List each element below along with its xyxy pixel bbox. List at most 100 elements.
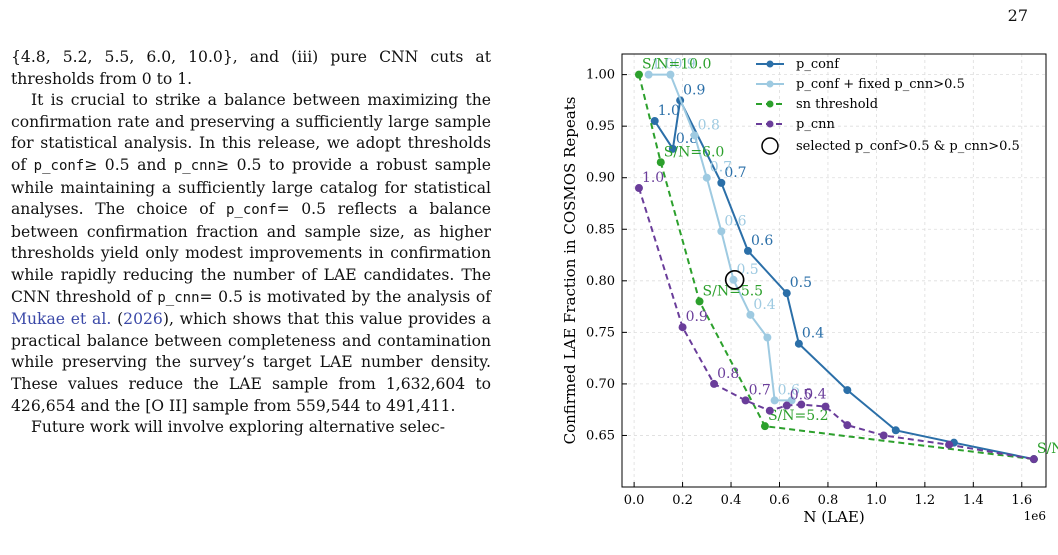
data-point (945, 440, 954, 449)
data-label: 0.6 (751, 233, 773, 249)
legend-label: p_conf + fixed p_cnn>0.5 (796, 77, 965, 92)
data-label: S/N=5.2 (768, 408, 829, 424)
data-point (666, 70, 675, 79)
citation-link[interactable]: Mukae et al. (11, 310, 112, 329)
data-point (797, 400, 806, 409)
data-point (668, 144, 677, 153)
code-token: p_conf (225, 202, 277, 219)
text-run: ), which shows that this value provides … (11, 310, 491, 415)
data-point (821, 402, 830, 411)
data-label: 0.5 (736, 262, 758, 278)
x-tick-label: 1.2 (915, 493, 936, 508)
code-token: p_conf (33, 157, 85, 174)
data-label: 0.6 (778, 382, 800, 398)
data-label: 0.7 (749, 382, 771, 398)
data-point (879, 431, 888, 440)
data-point (717, 227, 726, 236)
legend-label: sn threshold (796, 97, 878, 112)
data-point (634, 184, 643, 193)
data-point (729, 275, 738, 284)
paragraph: {4.8, 5.2, 5.5, 6.0, 10.0}, and (iii) pu… (11, 47, 491, 90)
legend-label: selected p_conf>0.5 & p_cnn>0.5 (796, 139, 1020, 154)
data-label: 0.6 (724, 213, 746, 229)
y-axis-label: Confirmed LAE Fraction in COSMOS Repeats (561, 97, 579, 445)
text-run: = 0.5 is motivated by the analysis of (199, 287, 491, 306)
data-point (787, 396, 796, 405)
data-point (656, 158, 665, 167)
data-label: 0.8 (717, 366, 739, 382)
data-point (782, 289, 791, 298)
data-point (702, 173, 711, 182)
y-tick-label: 0.70 (586, 377, 615, 392)
legend-label: p_conf (796, 57, 840, 72)
data-point (765, 406, 774, 415)
data-point (678, 323, 687, 332)
text-run: ≥ 0.5 to provide a robust sample while m… (11, 155, 492, 219)
data-point (1029, 455, 1038, 464)
data-point (843, 386, 852, 395)
data-label: 0.4 (802, 326, 824, 342)
data-point (891, 426, 900, 435)
y-tick-label: 0.85 (586, 222, 615, 237)
x-tick-label: 0.8 (818, 493, 839, 508)
y-tick-label: 0.95 (586, 119, 615, 134)
legend-label: p_cnn (796, 117, 835, 132)
text-run: {4.8, 5.2, 5.5, 6.0, 10.0}, and (iii) pu… (11, 48, 491, 88)
data-point (644, 70, 653, 79)
data-label: 1.0 (642, 170, 664, 186)
code-token: p_cnn (173, 157, 217, 174)
data-label: 0.5 (790, 388, 812, 404)
data-point (770, 396, 779, 405)
data-label: S/N=4.8 (1037, 441, 1058, 457)
x-tick-label: 0.2 (672, 493, 693, 508)
confirmation-fraction-figure: 0.0 0.2 0.4 0.6 0.8 1.0 1.2 1.4 1.6 0.65 0.70 0.75 0… (550, 34, 1058, 551)
x-tick-label: 1.6 (1011, 493, 1032, 508)
data-label: 0.5 (790, 275, 812, 291)
data-label: 0.8 (698, 117, 720, 133)
plot-frame (621, 53, 1047, 488)
data-point (746, 310, 755, 319)
data-label: 0.9 (686, 309, 708, 325)
data-point (634, 70, 643, 79)
data-point (782, 401, 791, 410)
text-run: = 0.5 reflects a balance between confirm… (11, 200, 491, 306)
data-label: 0.7 (710, 160, 732, 176)
citation-link[interactable]: 2026 (123, 310, 163, 329)
paragraph: Future work will involve exploring alter… (11, 417, 491, 439)
data-label: 0.9 (683, 82, 705, 98)
body-text-column: {4.8, 5.2, 5.5, 6.0, 10.0}, and (iii) pu… (11, 47, 491, 439)
data-label: S/N=5.5 (703, 283, 764, 299)
text-run: It is crucial to strike a balance betwee… (11, 91, 491, 174)
line-chart: 0.0 0.2 0.4 0.6 0.8 1.0 1.2 1.4 1.60.650.700.750… (561, 53, 1058, 526)
data-label: 0.7 (724, 165, 746, 181)
series-line (648, 73, 792, 402)
data-label: 1.0 (652, 57, 674, 73)
x-tick-label: 0.0 (624, 493, 645, 508)
legend-marker (766, 80, 774, 88)
data-point (760, 422, 769, 431)
text-run: ≥ 0.5 and (84, 155, 174, 174)
legend-marker (766, 60, 774, 68)
data-point (843, 421, 852, 430)
y-tick-label: 1.00 (586, 68, 615, 83)
paragraph: It is crucial to strike a balance betwee… (11, 90, 491, 417)
data-point (717, 178, 726, 187)
data-point (710, 379, 719, 388)
selected-marker (724, 269, 745, 290)
data-point (741, 396, 750, 405)
data-point (695, 297, 704, 306)
data-label: 0.9 (673, 57, 695, 73)
data-label: S/N=10.0 (642, 57, 711, 73)
legend-marker (766, 120, 774, 128)
data-point (794, 339, 803, 348)
data-point (743, 246, 752, 255)
text-run: Future work will involve exploring alter… (31, 418, 445, 437)
x-axis-label: N (LAE) (803, 508, 864, 526)
data-label: 0.4 (804, 387, 826, 403)
text-run: ( (111, 310, 124, 329)
data-label: 0.4 (753, 297, 775, 313)
y-tick-label: 0.65 (586, 428, 615, 443)
data-label: 1.0 (658, 103, 680, 119)
legend-marker (761, 137, 779, 155)
x-tick-label: 1.4 (963, 493, 984, 508)
